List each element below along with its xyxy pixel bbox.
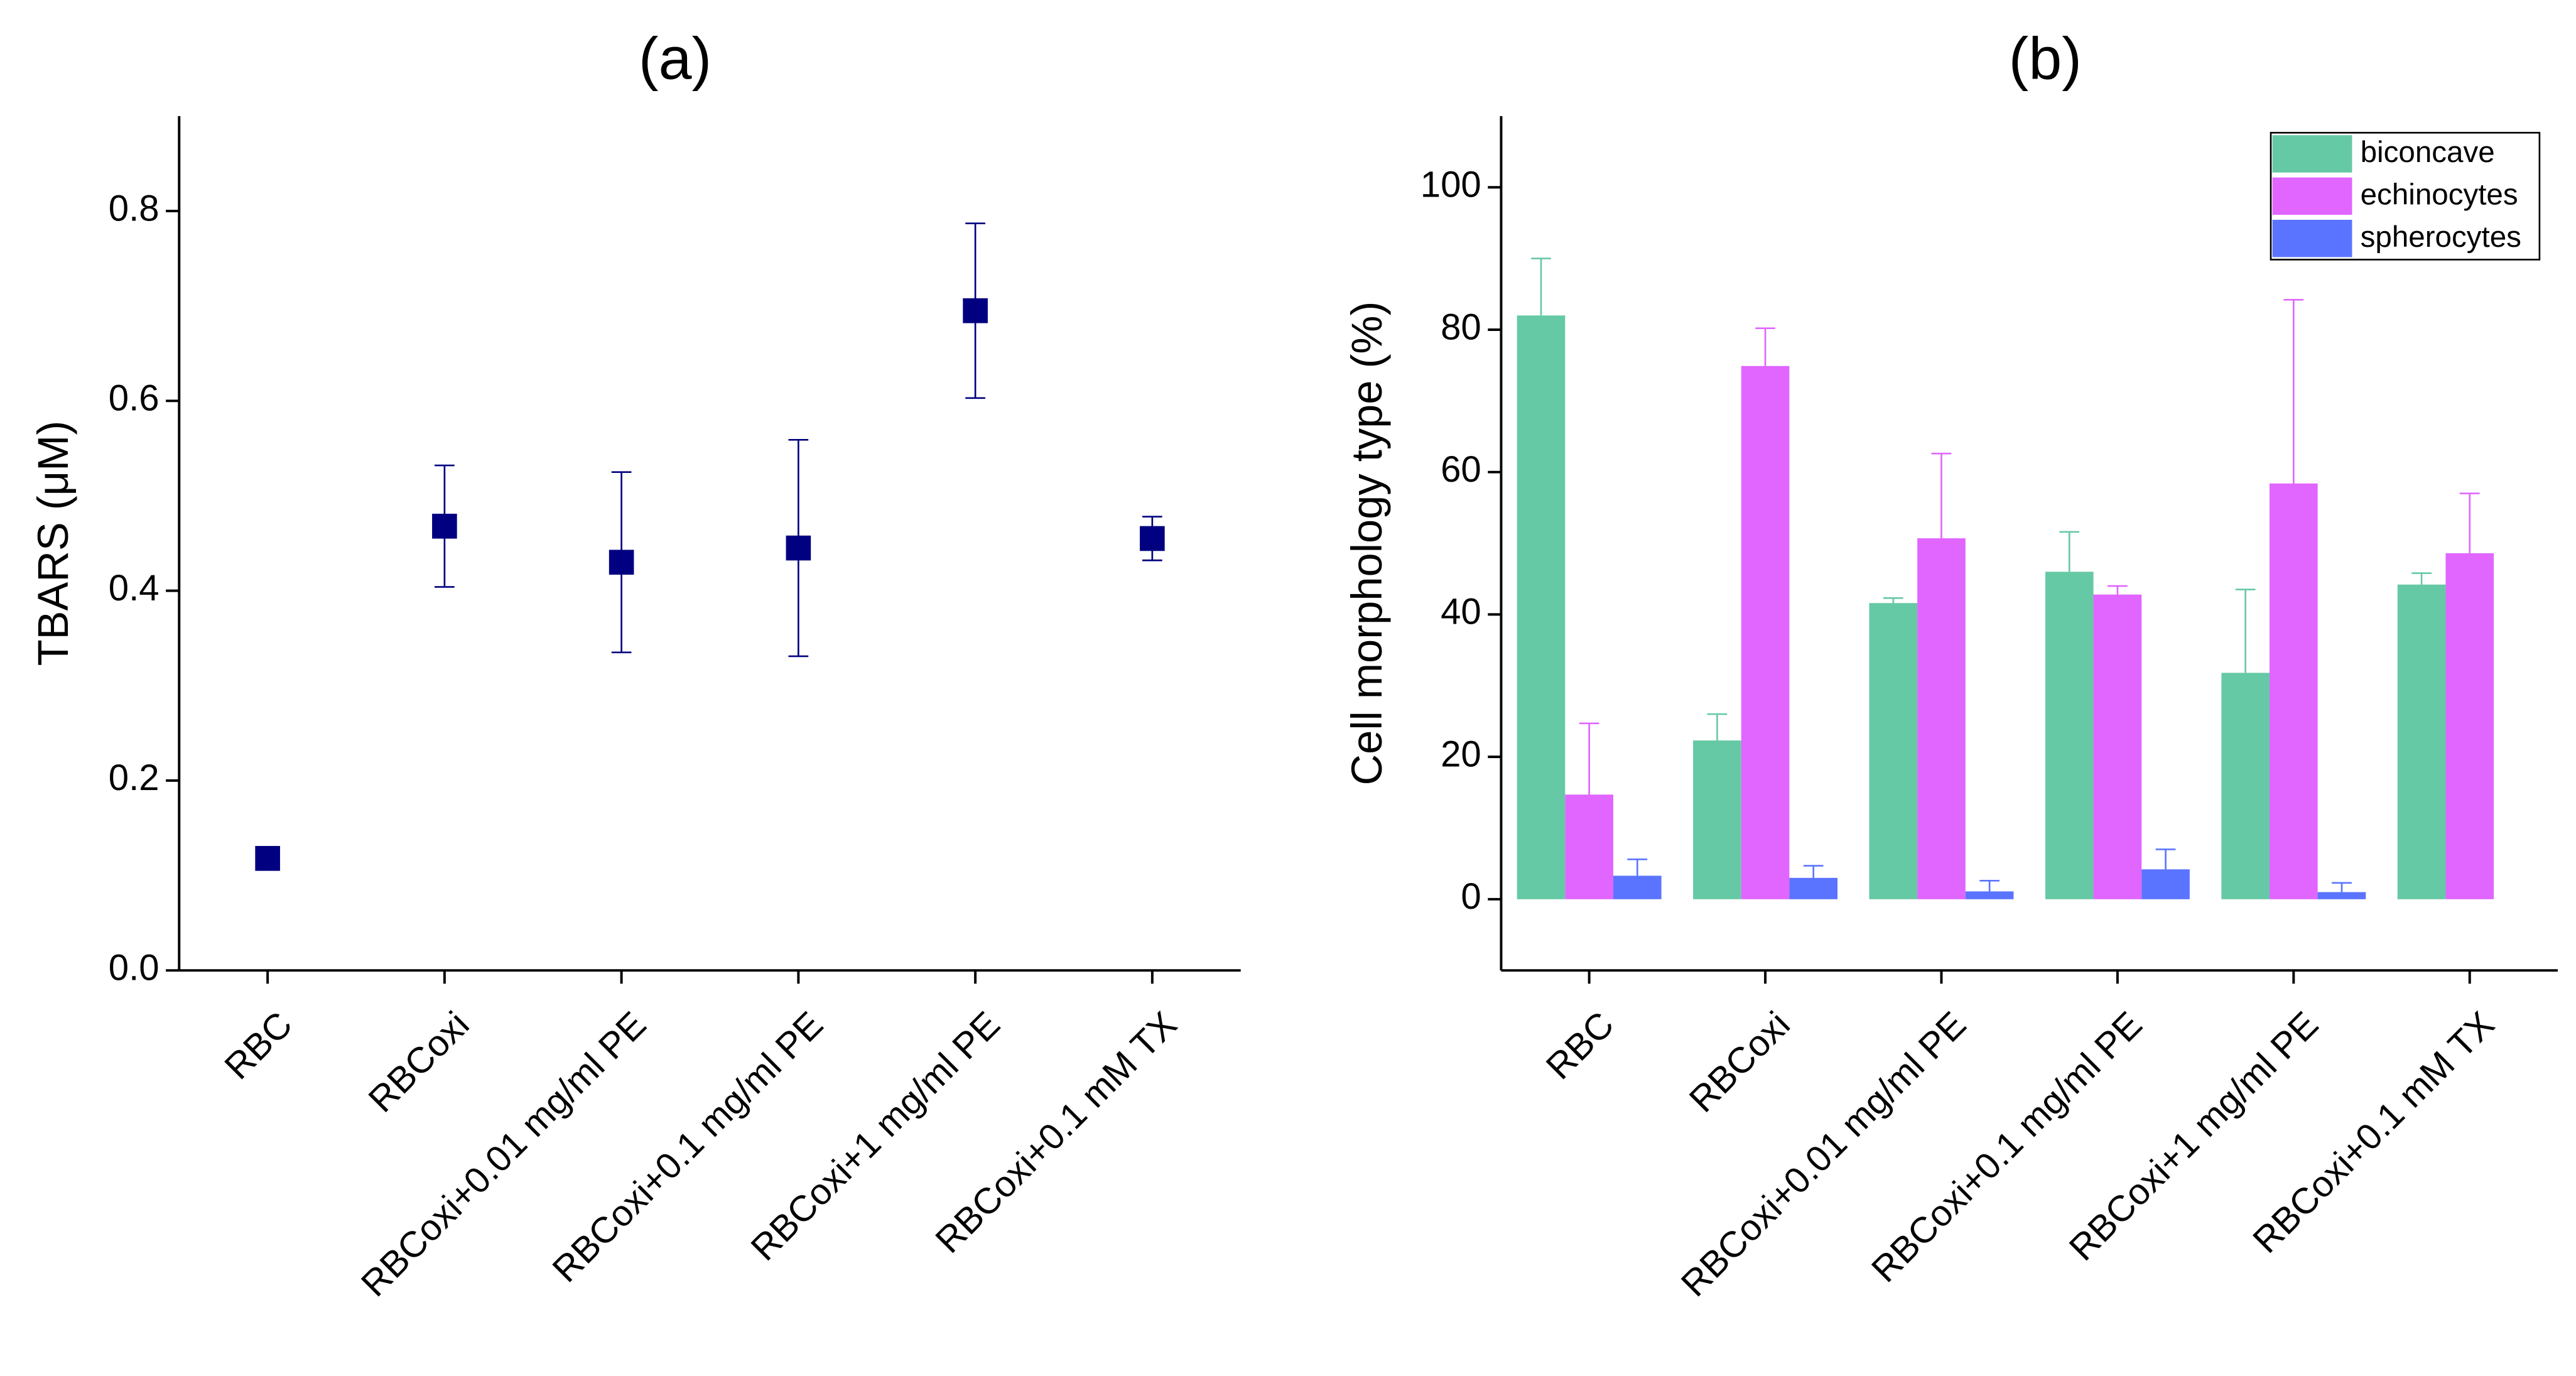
bar: [1565, 794, 1613, 899]
marker: [1140, 526, 1165, 551]
error-bar: [1579, 722, 1599, 795]
error-bar: [2332, 882, 2352, 892]
legend-label: spherocytes: [2361, 220, 2521, 254]
marker: [255, 846, 280, 871]
y-tick-label: 100: [1421, 165, 1481, 205]
y-tick-label: 80: [1441, 306, 1481, 347]
marker: [963, 298, 988, 323]
error-bar: [2155, 848, 2176, 870]
bar: [1693, 740, 1741, 899]
bar: [2045, 572, 2094, 899]
marker: [432, 514, 457, 539]
x-tick-label: RBCoxi: [1682, 1004, 1798, 1120]
error-bar: [1531, 257, 1551, 316]
bar: [2141, 869, 2190, 899]
legend-label: echinocytes: [2361, 178, 2518, 212]
bar: [1613, 875, 1662, 899]
y-tick-label: 0.0: [109, 948, 160, 989]
error-bar: [1979, 880, 2000, 892]
error-bar: [1883, 597, 1903, 604]
y-tick-label: 0.2: [109, 757, 160, 798]
error-bar: [2411, 572, 2432, 585]
chart-title: (a): [639, 25, 712, 92]
x-tick-label: RBCoxi+0.01 mg/ml PE: [354, 1004, 654, 1305]
bar: [1917, 538, 1966, 899]
error-bar: [1707, 713, 1728, 741]
bar: [2445, 553, 2494, 899]
bar: [1869, 603, 1918, 899]
error-bar: [2283, 299, 2304, 484]
bar: [1965, 891, 2014, 899]
bar: [2317, 892, 2366, 899]
legend-swatch: [2272, 135, 2352, 173]
chart-title: (b): [2009, 25, 2082, 92]
error-bar: [1627, 859, 1648, 876]
error-bar: [1803, 865, 1824, 878]
bar: [1741, 366, 1790, 899]
bar: [2397, 584, 2446, 899]
legend-swatch: [2272, 219, 2352, 257]
x-tick-label: RBCoxi+0.01 mg/ml PE: [1674, 1004, 1974, 1305]
bar: [2093, 594, 2142, 899]
error-bar: [2108, 585, 2128, 595]
bar: [2221, 673, 2270, 899]
x-tick-label: RBCoxi: [360, 1004, 477, 1120]
bar: [2269, 483, 2318, 899]
error-bar: [1755, 327, 1775, 366]
bar: [1517, 315, 1566, 899]
x-tick-label: RBC: [217, 1004, 300, 1088]
marker: [786, 535, 811, 561]
y-tick-label: 0.6: [109, 378, 160, 419]
legend-swatch: [2272, 177, 2352, 215]
bar: [1789, 877, 1838, 899]
y-axis-label: Cell morphology type (%): [1343, 301, 1391, 786]
y-tick-label: 60: [1441, 449, 1481, 490]
y-tick-label: 0.8: [109, 188, 160, 229]
y-axis-label: TBARS (μM): [29, 421, 77, 666]
y-tick-label: 40: [1441, 592, 1481, 632]
error-bar: [2459, 492, 2480, 553]
marker: [609, 550, 634, 575]
y-tick-label: 20: [1441, 734, 1481, 774]
y-tick-label: 0: [1461, 876, 1481, 917]
legend-label: biconcave: [2361, 136, 2495, 169]
error-bar: [1931, 452, 1952, 539]
error-bar: [2059, 531, 2080, 572]
error-bar: [2235, 588, 2256, 673]
x-tick-label: RBC: [1539, 1004, 1622, 1088]
y-tick-label: 0.4: [109, 568, 160, 609]
